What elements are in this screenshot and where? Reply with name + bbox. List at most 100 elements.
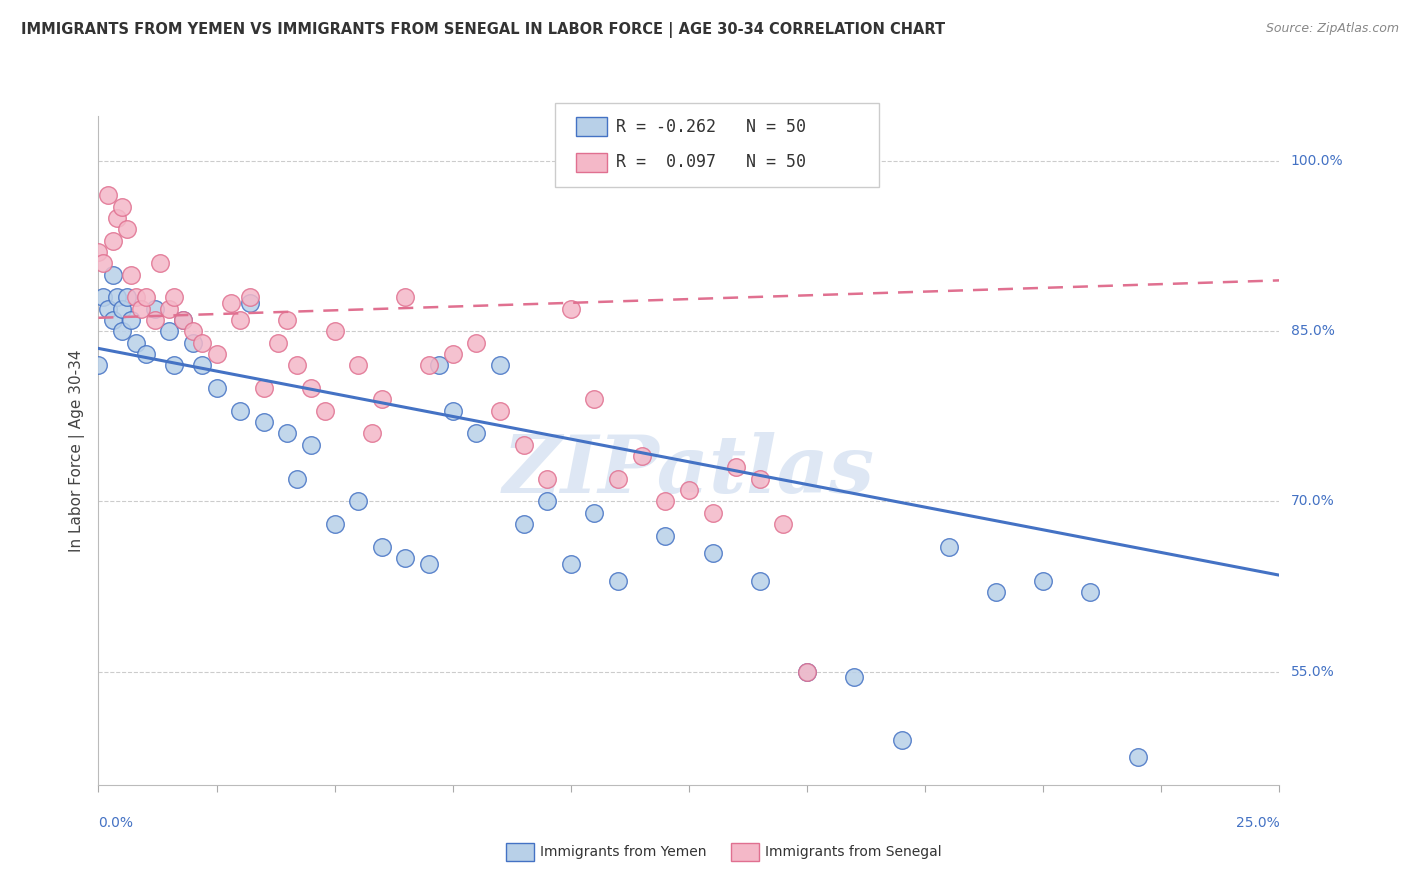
Point (267, 335, 290, 350)
Point (143, 313, 166, 327)
Point (512, 438, 534, 452)
Point (143, 301, 166, 316)
Point (253, 415, 276, 429)
Point (125, 335, 148, 350)
Point (394, 551, 416, 566)
Point (105, 290, 128, 304)
Point (191, 359, 214, 373)
Point (1032, 574, 1054, 588)
Y-axis label: In Labor Force | Age 30-34: In Labor Force | Age 30-34 (69, 349, 84, 552)
Point (418, 557, 440, 571)
Point (105, 211, 128, 225)
Point (205, 347, 228, 361)
Point (97, 301, 120, 316)
Point (121, 268, 143, 282)
Text: 55.0%: 55.0% (1291, 665, 1334, 679)
Point (276, 313, 298, 327)
Point (181, 335, 204, 350)
Point (630, 449, 652, 463)
Point (654, 494, 676, 508)
Text: 100.0%: 100.0% (1291, 154, 1343, 169)
Point (239, 290, 262, 304)
Point (796, 665, 818, 679)
Point (115, 222, 138, 236)
Point (129, 301, 152, 316)
Point (101, 234, 124, 248)
Point (361, 426, 384, 441)
Point (607, 574, 630, 588)
Point (427, 359, 450, 373)
Point (97, 188, 120, 202)
Point (285, 472, 308, 486)
Text: IMMIGRANTS FROM YEMEN VS IMMIGRANTS FROM SENEGAL IN LABOR FORCE | AGE 30-34 CORR: IMMIGRANTS FROM YEMEN VS IMMIGRANTS FROM… (21, 22, 945, 38)
Point (229, 404, 252, 418)
Point (163, 290, 186, 304)
Point (748, 574, 770, 588)
Point (984, 585, 1007, 599)
Point (135, 290, 157, 304)
Point (205, 381, 228, 395)
Point (323, 517, 346, 532)
Point (111, 325, 134, 339)
Point (748, 472, 770, 486)
Point (111, 301, 134, 316)
Point (560, 301, 582, 316)
Point (149, 256, 172, 270)
Point (560, 557, 582, 571)
Point (323, 325, 346, 339)
Point (163, 359, 186, 373)
Point (394, 290, 416, 304)
Point (125, 290, 148, 304)
Point (938, 540, 960, 554)
Point (796, 665, 818, 679)
Text: R =  0.097   N = 50: R = 0.097 N = 50 (616, 153, 806, 171)
Point (299, 438, 322, 452)
Point (239, 296, 262, 310)
Point (115, 290, 138, 304)
Point (121, 313, 143, 327)
Point (219, 296, 242, 310)
Text: Immigrants from Yemen: Immigrants from Yemen (540, 845, 706, 859)
Point (465, 335, 488, 350)
Point (772, 517, 794, 532)
Point (172, 313, 194, 327)
Point (91, 256, 114, 270)
Point (890, 732, 912, 747)
Point (347, 359, 370, 373)
Point (441, 347, 464, 361)
Point (253, 381, 276, 395)
Point (441, 404, 464, 418)
Point (101, 313, 124, 327)
Point (536, 494, 558, 508)
Point (371, 392, 394, 407)
Text: 85.0%: 85.0% (1291, 325, 1334, 338)
Point (512, 517, 534, 532)
Point (157, 325, 180, 339)
Point (465, 426, 488, 441)
Point (583, 392, 606, 407)
Point (172, 313, 194, 327)
Text: ZIPatlas: ZIPatlas (503, 432, 875, 509)
Text: 70.0%: 70.0% (1291, 494, 1334, 508)
Point (157, 301, 180, 316)
Point (844, 670, 866, 684)
Point (111, 200, 134, 214)
Text: 0.0%: 0.0% (98, 815, 134, 830)
Point (702, 545, 724, 559)
Point (702, 506, 724, 520)
Point (276, 426, 298, 441)
Point (725, 460, 748, 475)
Point (135, 347, 157, 361)
Point (285, 359, 308, 373)
Text: R = -0.262   N = 50: R = -0.262 N = 50 (616, 118, 806, 136)
Point (314, 404, 336, 418)
Point (299, 381, 322, 395)
Point (489, 359, 512, 373)
Point (101, 268, 124, 282)
Point (1126, 749, 1149, 764)
Point (678, 483, 700, 497)
Point (347, 494, 370, 508)
Text: Immigrants from Senegal: Immigrants from Senegal (765, 845, 942, 859)
Point (87, 245, 110, 260)
Point (91, 290, 114, 304)
